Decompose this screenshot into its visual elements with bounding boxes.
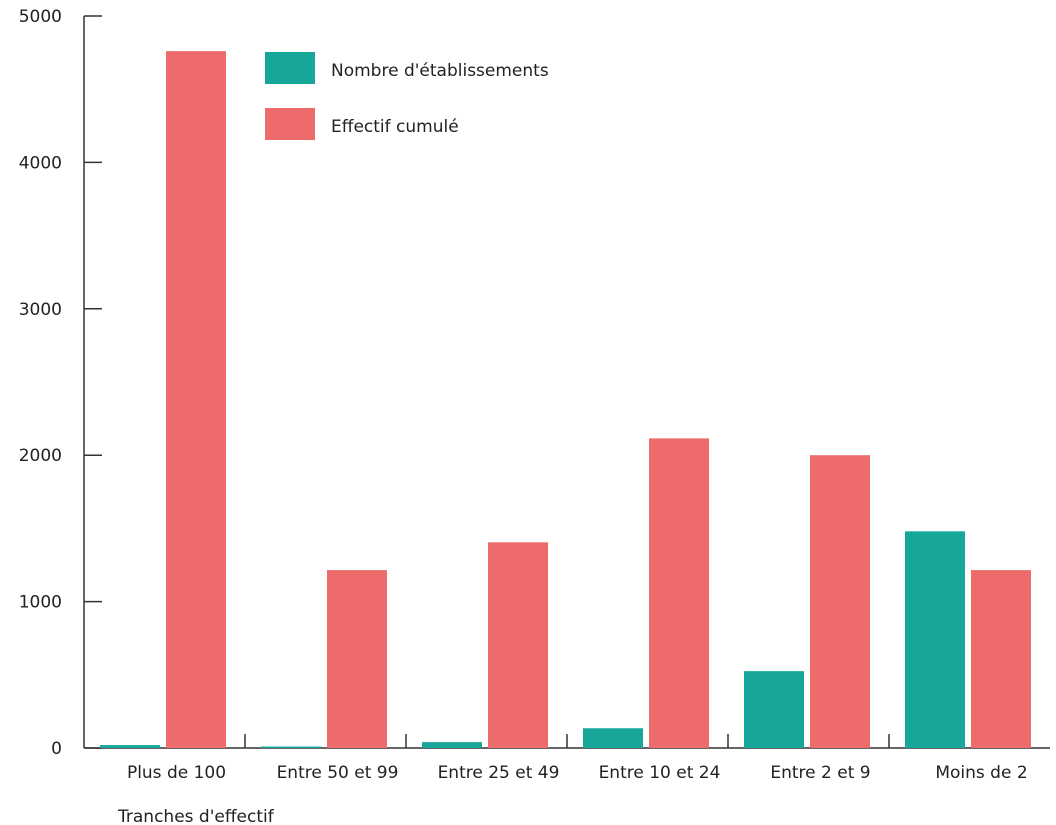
legend-label-1: Effectif cumulé xyxy=(331,117,459,137)
bar-nombre-4 xyxy=(744,671,804,748)
bar-effectif-1 xyxy=(327,570,387,748)
x-tick-label: Entre 25 et 49 xyxy=(438,763,560,783)
bar-nombre-0 xyxy=(100,745,160,748)
legend-swatch-1 xyxy=(265,108,315,140)
legend: Nombre d'établissements Effectif cumulé xyxy=(265,52,549,140)
bar-nombre-3 xyxy=(583,728,643,748)
y-tick-label: 2000 xyxy=(19,446,62,466)
x-tick-label: Entre 50 et 99 xyxy=(277,763,399,783)
y-tick-label: 4000 xyxy=(19,153,62,173)
legend-swatch-0 xyxy=(265,52,315,84)
x-tick-label: Entre 10 et 24 xyxy=(599,763,721,783)
y-tick-label: 0 xyxy=(51,739,62,759)
bar-nombre-5 xyxy=(905,531,965,748)
y-tick-label: 5000 xyxy=(19,7,62,27)
x-axis: Plus de 100 Entre 50 et 99 Entre 25 et 49 E… xyxy=(84,734,1050,783)
bar-effectif-0 xyxy=(166,51,226,749)
bar-effectif-3 xyxy=(649,438,709,748)
x-tick-label: Entre 2 et 9 xyxy=(770,763,870,783)
bars xyxy=(100,51,1031,749)
bar-nombre-2 xyxy=(422,742,482,748)
x-tick-label: Moins de 2 xyxy=(935,763,1027,783)
y-tick-label: 3000 xyxy=(19,300,62,320)
bar-effectif-4 xyxy=(810,455,870,748)
x-tick-label: Plus de 100 xyxy=(127,763,226,783)
legend-label-0: Nombre d'établissements xyxy=(331,61,549,81)
y-axis: 0 1000 2000 3000 4000 5000 xyxy=(19,7,102,759)
bar-effectif-5 xyxy=(971,570,1031,748)
y-tick-label: 1000 xyxy=(19,593,62,613)
x-axis-title: Tranches d'effectif xyxy=(117,807,275,825)
bar-nombre-1 xyxy=(261,746,321,748)
bar-effectif-2 xyxy=(488,542,548,748)
